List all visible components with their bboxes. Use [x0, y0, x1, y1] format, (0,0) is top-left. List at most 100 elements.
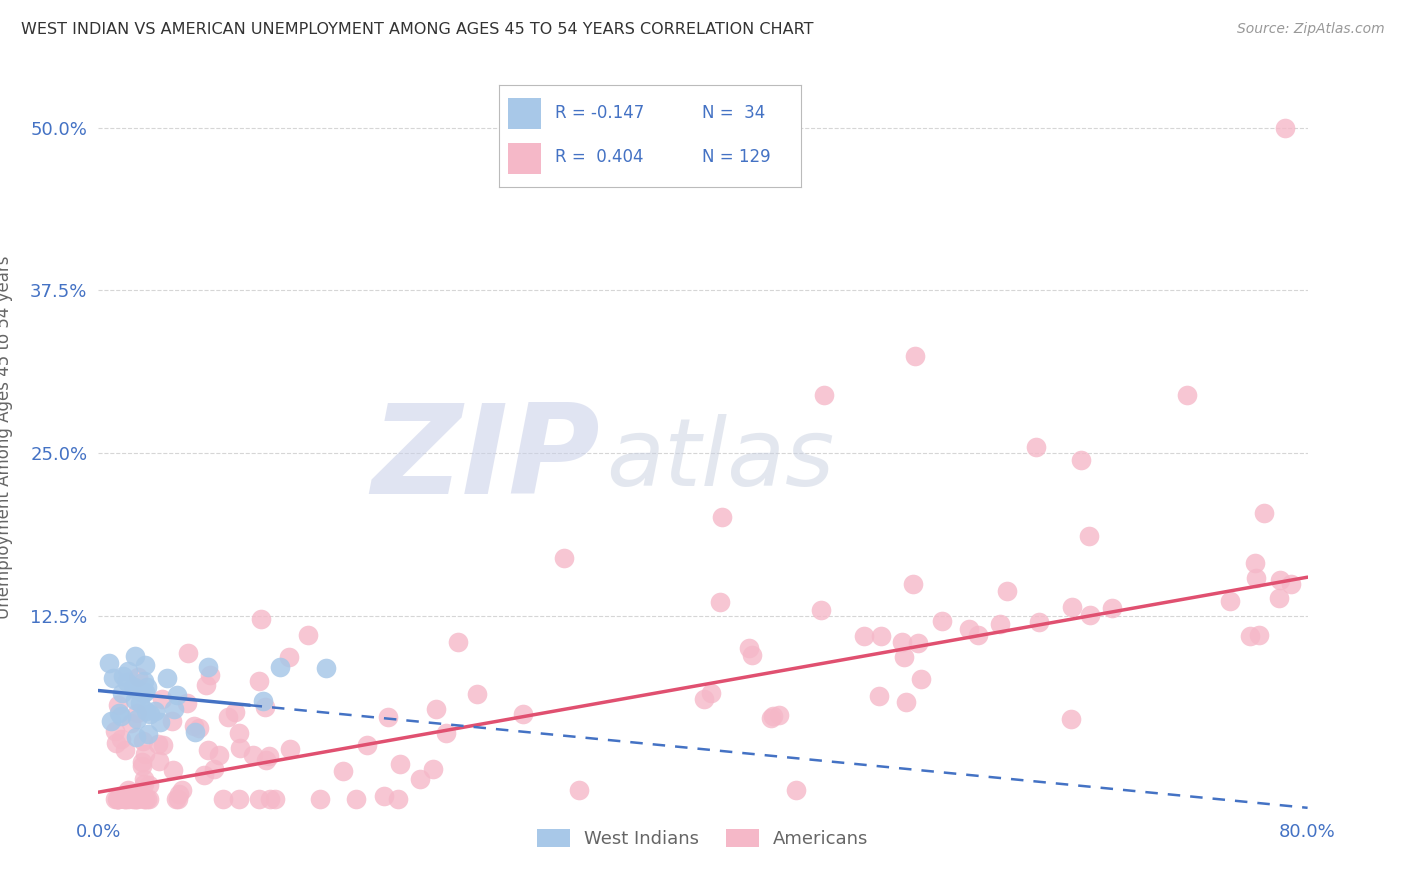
Point [373, 789, 395, 803]
Point [132, 772, 155, 786]
Text: WEST INDIAN VS AMERICAN UNEMPLOYMENT AMONG AGES 45 TO 54 YEARS CORRELATION CHART: WEST INDIAN VS AMERICAN UNEMPLOYMENT AMO… [21, 22, 814, 37]
Point [125, 791, 148, 805]
Point [1219, 594, 1241, 608]
Point [247, 673, 270, 688]
Point [1060, 599, 1083, 614]
Point [1060, 712, 1083, 726]
Point [163, 702, 186, 716]
Point [224, 705, 246, 719]
Point [124, 791, 146, 805]
Point [103, 671, 125, 685]
Point [134, 657, 156, 672]
Point [377, 710, 399, 724]
Point [249, 791, 271, 805]
Point [553, 550, 575, 565]
Point [197, 660, 219, 674]
Point [148, 754, 170, 768]
Point [107, 791, 129, 805]
Point [193, 768, 215, 782]
Point [217, 710, 239, 724]
Point [853, 629, 876, 643]
Point [139, 707, 162, 722]
Point [332, 764, 354, 779]
Point [125, 731, 148, 745]
Point [242, 748, 264, 763]
Point [107, 791, 129, 805]
Point [228, 791, 250, 805]
Point [931, 614, 953, 628]
Point [1253, 506, 1275, 520]
Point [124, 682, 146, 697]
Point [125, 788, 148, 802]
Point [810, 603, 832, 617]
Point [269, 659, 291, 673]
Point [167, 787, 190, 801]
Point [120, 715, 142, 730]
Point [132, 673, 155, 688]
Point [988, 616, 1011, 631]
Point [112, 668, 135, 682]
Point [253, 700, 276, 714]
Point [910, 672, 932, 686]
Point [166, 688, 188, 702]
Point [278, 742, 301, 756]
Point [107, 698, 129, 713]
Point [434, 726, 457, 740]
Point [228, 741, 250, 756]
Y-axis label: Unemployment Among Ages 45 to 54 years: Unemployment Among Ages 45 to 54 years [0, 255, 13, 619]
Point [132, 734, 155, 748]
Point [115, 790, 138, 805]
Point [166, 791, 188, 805]
Point [344, 791, 367, 805]
Point [156, 671, 179, 685]
Bar [508, 144, 541, 174]
Point [121, 791, 143, 805]
Point [115, 674, 138, 689]
Point [228, 726, 250, 740]
Point [105, 736, 128, 750]
Point [127, 713, 149, 727]
Point [388, 757, 411, 772]
Bar [508, 98, 541, 128]
Point [127, 671, 149, 685]
Point [212, 791, 235, 805]
Point [138, 791, 160, 805]
Point [100, 714, 122, 729]
Point [959, 622, 981, 636]
Point [134, 685, 156, 699]
Point [252, 693, 274, 707]
Point [152, 738, 174, 752]
Point [162, 763, 184, 777]
Point [1175, 388, 1198, 402]
Point [198, 668, 221, 682]
Point [903, 576, 925, 591]
Point [134, 791, 156, 805]
Text: N = 129: N = 129 [702, 147, 770, 166]
Point [737, 641, 759, 656]
Point [249, 612, 271, 626]
Point [188, 721, 211, 735]
Point [1274, 120, 1296, 135]
Point [259, 748, 281, 763]
Point [129, 697, 152, 711]
Point [741, 648, 763, 663]
Point [967, 628, 990, 642]
Point [107, 791, 129, 805]
Point [135, 704, 157, 718]
Point [107, 706, 129, 720]
Point [868, 689, 890, 703]
Point [134, 777, 156, 791]
Point [1244, 571, 1267, 585]
Point [149, 714, 172, 729]
Point [995, 584, 1018, 599]
Point [446, 635, 468, 649]
Point [264, 791, 287, 805]
Legend: West Indians, Americans: West Indians, Americans [530, 822, 876, 855]
Text: N =  34: N = 34 [702, 104, 765, 122]
Point [891, 635, 914, 649]
Point [894, 695, 917, 709]
Point [146, 737, 169, 751]
Point [465, 687, 488, 701]
Point [1243, 556, 1265, 570]
Point [297, 628, 319, 642]
